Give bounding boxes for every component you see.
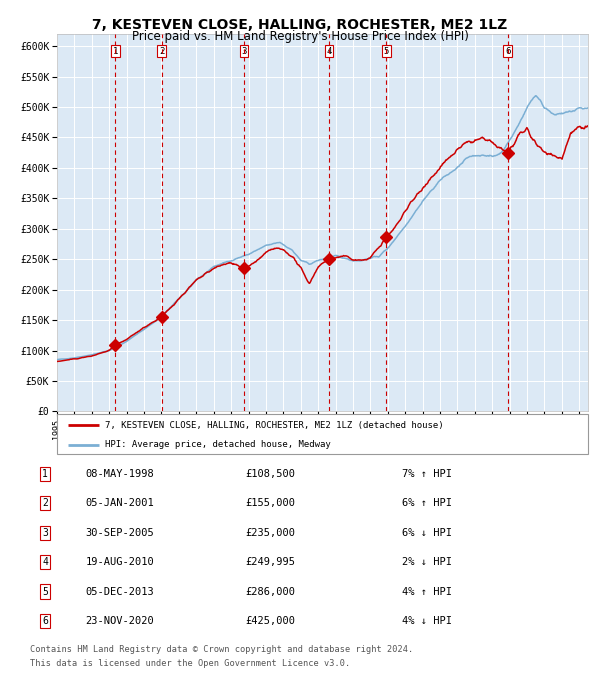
Text: 4: 4 [326, 46, 332, 56]
Text: 7% ↑ HPI: 7% ↑ HPI [402, 469, 452, 479]
Text: 5: 5 [384, 46, 389, 56]
Text: 5: 5 [42, 587, 48, 596]
Text: £249,995: £249,995 [245, 557, 295, 567]
Text: 08-MAY-1998: 08-MAY-1998 [86, 469, 154, 479]
Text: 2% ↓ HPI: 2% ↓ HPI [402, 557, 452, 567]
Text: 1: 1 [113, 46, 118, 56]
Text: 3: 3 [42, 528, 48, 538]
Text: 05-JAN-2001: 05-JAN-2001 [86, 498, 154, 508]
Text: 23-NOV-2020: 23-NOV-2020 [86, 616, 154, 626]
Text: £425,000: £425,000 [245, 616, 295, 626]
Text: 6% ↑ HPI: 6% ↑ HPI [402, 498, 452, 508]
Text: £155,000: £155,000 [245, 498, 295, 508]
Text: Price paid vs. HM Land Registry's House Price Index (HPI): Price paid vs. HM Land Registry's House … [131, 30, 469, 43]
Text: 30-SEP-2005: 30-SEP-2005 [86, 528, 154, 538]
Text: £108,500: £108,500 [245, 469, 295, 479]
Text: 3: 3 [241, 46, 247, 56]
Text: 19-AUG-2010: 19-AUG-2010 [86, 557, 154, 567]
Text: £286,000: £286,000 [245, 587, 295, 596]
Text: 6: 6 [42, 616, 48, 626]
Text: 4: 4 [42, 557, 48, 567]
Text: 6% ↓ HPI: 6% ↓ HPI [402, 528, 452, 538]
Text: Contains HM Land Registry data © Crown copyright and database right 2024.: Contains HM Land Registry data © Crown c… [30, 645, 413, 654]
Text: 2: 2 [159, 46, 164, 56]
Text: £235,000: £235,000 [245, 528, 295, 538]
Text: 4% ↓ HPI: 4% ↓ HPI [402, 616, 452, 626]
Text: This data is licensed under the Open Government Licence v3.0.: This data is licensed under the Open Gov… [30, 659, 350, 668]
Text: 6: 6 [505, 46, 511, 56]
Text: 2: 2 [42, 498, 48, 508]
Text: 1: 1 [42, 469, 48, 479]
Text: 05-DEC-2013: 05-DEC-2013 [86, 587, 154, 596]
Text: 4% ↑ HPI: 4% ↑ HPI [402, 587, 452, 596]
Text: HPI: Average price, detached house, Medway: HPI: Average price, detached house, Medw… [105, 441, 331, 449]
Text: 7, KESTEVEN CLOSE, HALLING, ROCHESTER, ME2 1LZ: 7, KESTEVEN CLOSE, HALLING, ROCHESTER, M… [92, 18, 508, 32]
Text: 7, KESTEVEN CLOSE, HALLING, ROCHESTER, ME2 1LZ (detached house): 7, KESTEVEN CLOSE, HALLING, ROCHESTER, M… [105, 421, 443, 430]
FancyBboxPatch shape [57, 414, 588, 454]
